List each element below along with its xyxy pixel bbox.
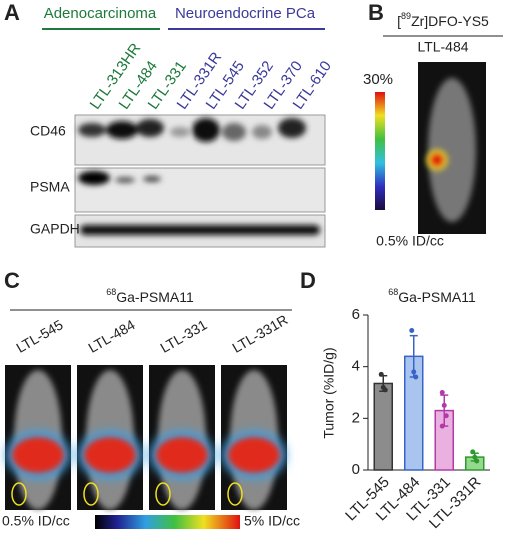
uptake	[84, 437, 136, 473]
mouse-body	[428, 78, 476, 222]
model-label: LTL-484	[85, 316, 137, 356]
y-tick-label: 6	[352, 306, 360, 323]
model-label: LTL-331	[157, 316, 209, 356]
y-tick-label: 2	[352, 409, 360, 426]
tracer-mass: 68	[106, 287, 116, 297]
row-labels: CD46 PSMA GAPDH	[30, 123, 80, 237]
scale-min: 0.5% ID/cc	[2, 513, 70, 529]
model-label: LTL-484	[417, 39, 468, 55]
group-label: Adenocarcinoma	[44, 5, 157, 22]
data-point	[474, 458, 480, 464]
bar	[373, 382, 393, 471]
data-point	[413, 374, 419, 380]
y-tick-label: 4	[352, 358, 360, 375]
row-label: CD46	[30, 123, 66, 139]
data-point	[470, 449, 476, 455]
scale-max: 30%	[363, 71, 393, 88]
uptake	[228, 437, 280, 473]
panel-letter: B	[368, 0, 384, 25]
uptake	[12, 437, 64, 473]
blot	[74, 167, 326, 213]
data-point	[441, 402, 447, 408]
y-tick-label: 0	[352, 461, 360, 478]
row-label: PSMA	[30, 179, 70, 195]
tumor-hotspot	[426, 149, 448, 171]
color-scale	[375, 92, 385, 210]
data-point	[382, 387, 388, 393]
tumor-outline	[155, 482, 171, 506]
data-point	[409, 328, 415, 333]
model-label: LTL-331R	[229, 311, 290, 355]
data-point	[439, 390, 445, 395]
data-point	[378, 371, 384, 377]
data-point	[439, 423, 445, 429]
data-point	[472, 454, 478, 460]
data-point	[443, 413, 449, 419]
chart-title: 68Ga-PSMA11	[388, 287, 476, 304]
scale-max: 5% ID/cc	[244, 513, 300, 529]
group-label: Neuroendocrine PCa	[175, 5, 316, 22]
tracer-part: Ga-PSMA11	[116, 289, 194, 305]
title-mass: 68	[388, 287, 398, 297]
y-axis-label: Tumor (%ID/g)	[321, 347, 337, 438]
color-scale	[95, 515, 240, 529]
uptake	[156, 437, 208, 473]
tracer-mass: 89	[401, 11, 411, 21]
title-text: Ga-PSMA11	[398, 289, 476, 305]
tracer-label: [89Zr]DFO-YS5	[397, 11, 489, 28]
tumor-outline	[227, 482, 243, 506]
tumor-outline	[11, 482, 27, 506]
tumor-outline	[83, 482, 99, 506]
lane-labels: LTL-313HRLTL-484LTL-331LTL-331RLTL-545LT…	[87, 40, 335, 112]
tracer-part: Zr]DFO-YS5	[411, 13, 489, 29]
model-label: LTL-545	[13, 316, 65, 356]
row-label: GAPDH	[30, 221, 80, 237]
panel-letter: D	[300, 268, 316, 293]
tracer-part: [	[397, 13, 401, 29]
panel-letter: C	[4, 268, 20, 293]
data-point	[411, 369, 417, 375]
pet-images: LTL-545 LTL-484 LTL-331 LTL-331R	[5, 311, 290, 510]
panel-letter: A	[4, 0, 20, 25]
bands	[78, 118, 320, 235]
scale-min: 0.5% ID/cc	[376, 233, 444, 249]
tracer-label: 68Ga-PSMA11	[106, 287, 194, 304]
